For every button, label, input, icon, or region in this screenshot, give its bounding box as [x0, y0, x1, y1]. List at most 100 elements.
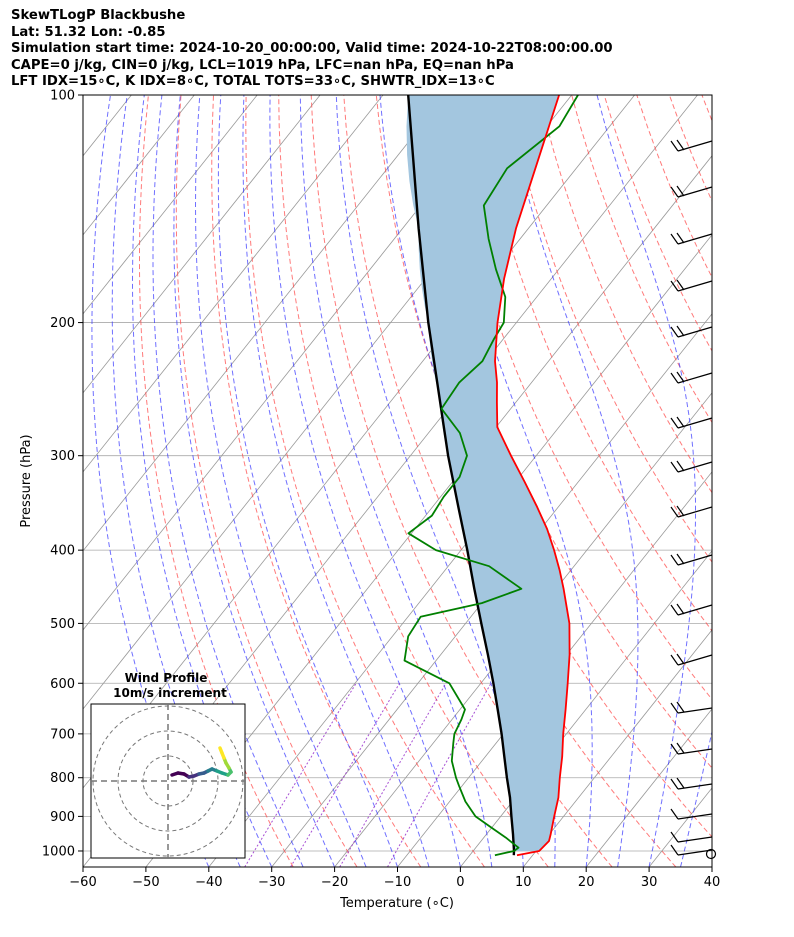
x-tick-label: 40: [704, 875, 721, 890]
stability-line: CAPE=0 j/kg, CIN=0 j/kg, LCL=1019 hPa, L…: [11, 57, 514, 73]
isotherm-line: [83, 95, 447, 552]
dry-adiabat-line: [767, 95, 794, 867]
y-axis-title: Pressure (hPa): [19, 434, 34, 527]
dry-adiabat-line: [139, 95, 294, 867]
dry-adiabat-line: [473, 95, 712, 632]
moist-adiabat-line: [173, 95, 336, 867]
wind-barb: [670, 777, 713, 790]
dry-adiabat-line: [571, 95, 712, 424]
isotherm-line: [0, 95, 69, 867]
isotherm-line: [585, 708, 712, 867]
profile-lines: [403, 95, 579, 857]
parcel-line: [407, 95, 516, 856]
y-tick-label: 600: [50, 677, 75, 692]
dry-adiabat-line: [735, 95, 794, 867]
x-tick-label: 0: [456, 875, 464, 890]
dry-adiabat-line: [636, 95, 712, 279]
wind-barb: [670, 460, 713, 473]
isotherm-line: [83, 95, 510, 631]
y-axis: 1000 900 800 700 600 500 400 300 200 100: [42, 89, 83, 859]
isotherm-line: [83, 95, 258, 315]
y-tick-label: 500: [50, 617, 75, 632]
x-tick-label: 20: [578, 875, 595, 890]
isotherm-line: [271, 313, 712, 867]
x-tick-label: −60: [69, 875, 96, 890]
mixing-ratio-line: [290, 683, 400, 867]
wind-barb: [670, 139, 713, 152]
mixing-ratio-line: [244, 683, 357, 867]
x-axis-title: Temperature (∘C): [339, 896, 454, 911]
y-tick-label: 800: [50, 771, 75, 786]
wind-barb: [670, 416, 713, 429]
chart-title: SkewTLogP Blackbushe: [11, 8, 186, 23]
dry-adiabat-line: [343, 95, 677, 867]
x-tick-label: −20: [321, 875, 348, 890]
wind-barb: [670, 505, 713, 518]
wind-barb: [670, 325, 713, 338]
moist-adiabat-line: [152, 95, 304, 867]
dry-adiabat-line: [310, 95, 613, 867]
isotherm-line: [711, 866, 712, 867]
y-tick-label: 400: [50, 544, 75, 559]
wind-barb: [670, 742, 713, 755]
wind-barb: [670, 844, 713, 856]
isotherm-line: [334, 392, 712, 867]
wind-barb: [670, 279, 713, 292]
dry-adiabat-line: [245, 95, 485, 867]
wind-barb: [670, 553, 713, 566]
isotherm-line: [83, 95, 195, 236]
wind-barb: [670, 701, 713, 714]
isotherm-line: [397, 471, 712, 867]
moist-adiabat-line: [242, 95, 430, 867]
x-tick-label: 30: [641, 875, 658, 890]
location-line: Lat: 51.32 Lon: -0.85: [11, 24, 166, 40]
time-line: Simulation start time: 2024-10-20_00:00:…: [11, 41, 613, 56]
isotherm-line: [522, 629, 712, 867]
x-tick-label: −30: [258, 875, 285, 890]
wind-barb: [670, 831, 713, 843]
wind-profile-inset: Wind Profile 10m/s increment: [90, 671, 246, 859]
wind-barbs: [670, 139, 717, 860]
x-tick-label: −10: [384, 875, 411, 890]
y-tick-label: 900: [50, 810, 75, 825]
x-tick-label: −50: [132, 875, 159, 890]
y-tick-label: 200: [50, 316, 75, 331]
background-lines: [0, 95, 794, 867]
moist-adiabat-line: [335, 95, 524, 867]
hodograph-ring: [117, 730, 219, 832]
dry-adiabat-line: [211, 95, 422, 867]
wind-barb: [670, 185, 713, 198]
hodograph-trace-segment: [218, 746, 224, 755]
inset-title: Wind Profile: [125, 671, 208, 685]
moist-adiabat-line: [504, 95, 639, 867]
dry-adiabat-line: [441, 95, 712, 701]
dry-adiabat-line: [668, 95, 712, 203]
moist-adiabat-line: [596, 95, 696, 867]
isotherm-line: [83, 95, 321, 394]
temperature-line: [494, 95, 571, 857]
calm-wind-circle: [705, 848, 717, 860]
cape-area: [406, 95, 570, 851]
moist-adiabat-line: [217, 95, 398, 867]
isotherm-line: [648, 787, 712, 867]
wind-barb: [670, 371, 713, 384]
wind-barb: [670, 603, 713, 616]
dry-adiabat-line: [538, 95, 712, 494]
indices-line: LFT IDX=15∘C, K IDX=8∘C, TOTAL TOTS=33∘C…: [11, 74, 495, 89]
wind-barb: [670, 808, 713, 820]
y-tick-label: 300: [50, 449, 75, 464]
y-tick-label: 100: [50, 89, 75, 104]
mixing-ratio-line: [339, 683, 447, 867]
x-axis: −60 −50 −40 −30 −20 −10 0 10 20 30 40: [69, 867, 720, 890]
isotherm-line: [83, 95, 384, 473]
y-tick-label: 700: [50, 727, 75, 742]
wind-barb: [670, 232, 713, 245]
moist-adiabat-line: [132, 95, 273, 867]
dewpoint-line: [403, 95, 579, 857]
dry-adiabat-line: [701, 95, 712, 123]
dry-adiabat-line: [375, 95, 712, 838]
inset-subtitle: 10m/s increment: [113, 686, 227, 700]
x-tick-label: 10: [515, 875, 532, 890]
chart-header: SkewTLogP Blackbushe Lat: 51.32 Lon: -0.…: [11, 8, 613, 91]
